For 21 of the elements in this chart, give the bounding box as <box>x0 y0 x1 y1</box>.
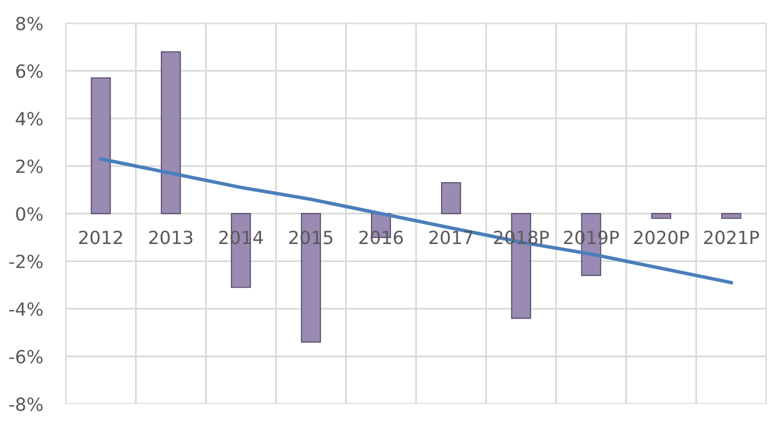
bar <box>90 77 111 214</box>
bar <box>441 182 462 214</box>
y-tick-label: 4% <box>16 112 43 126</box>
y-tick-label: -2% <box>9 254 43 268</box>
y-tick-label: 6% <box>16 64 43 78</box>
y-tick-label: 0% <box>16 207 43 221</box>
x-tick-label: 2018P <box>494 230 549 244</box>
y-tick-label: 8% <box>16 16 43 30</box>
bar <box>721 213 742 219</box>
bar <box>160 51 181 214</box>
x-tick-label: 2016 <box>359 230 403 244</box>
x-tick-label: 2013 <box>149 230 192 244</box>
x-tick-label: 2021P <box>704 230 760 244</box>
y-tick-label: -6% <box>9 350 43 364</box>
x-tick-label: 2020P <box>634 230 689 244</box>
y-tick-label: 2% <box>16 159 43 174</box>
y-tick-label: -4% <box>9 302 43 316</box>
x-tick-label: 2012 <box>79 230 122 244</box>
x-tick-label: 2017 <box>429 230 472 244</box>
bar <box>651 213 672 219</box>
y-tick-label: -8% <box>9 397 43 412</box>
